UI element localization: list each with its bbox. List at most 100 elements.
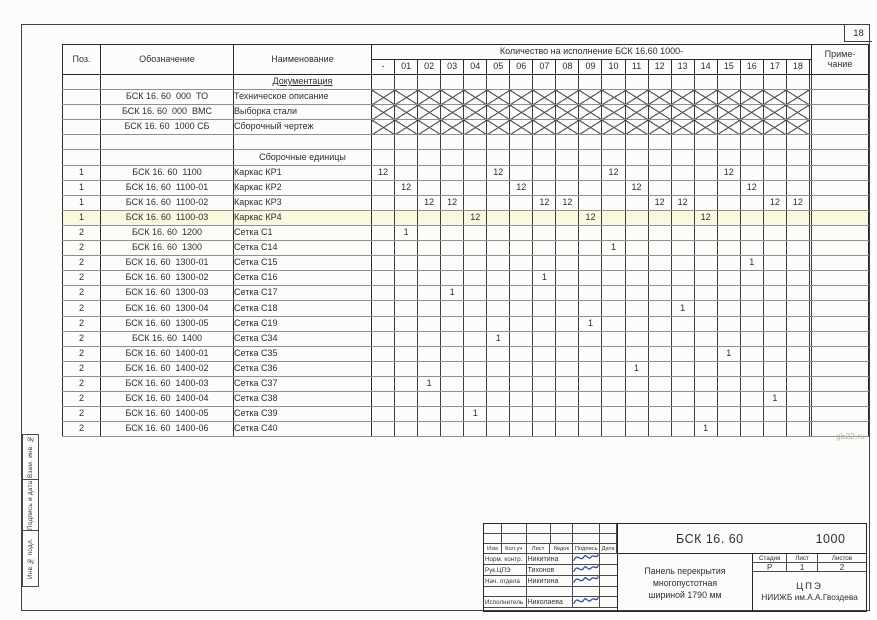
cell-qty <box>486 421 511 438</box>
signgrid-header-cell: №док <box>550 544 574 554</box>
cell-qty: 1 <box>417 376 442 392</box>
cell-name: Сетка С19 <box>233 316 372 332</box>
cell-qty <box>486 316 511 332</box>
cell-qty <box>371 240 396 257</box>
cell-qty <box>763 285 787 302</box>
cell-note <box>811 134 869 151</box>
cell-qty <box>394 285 419 302</box>
cell-qty <box>486 346 511 362</box>
cell-qty <box>717 270 741 287</box>
signgrid-empty-cell <box>484 534 502 544</box>
table-row: 2 БСК 16. 60 1400 Сетка С34 1 <box>62 331 869 347</box>
cell-qty <box>578 421 603 438</box>
cell-qty <box>371 255 396 272</box>
cell-qty: 1 <box>463 406 488 423</box>
cell-qty <box>394 210 419 226</box>
sign-signature-cell <box>573 597 601 608</box>
cell-note <box>811 240 869 257</box>
cell-qty <box>648 74 672 91</box>
cell-qty <box>440 421 465 438</box>
cell-qty <box>555 255 580 272</box>
cell-qty <box>740 119 764 136</box>
signgrid-header-cell: Подпись <box>573 544 601 554</box>
cell-extra <box>809 255 813 272</box>
cell-qty <box>371 300 396 317</box>
cell-note <box>811 165 869 181</box>
cell-pos: 2 <box>62 406 101 423</box>
cell-qty <box>555 240 580 257</box>
cell-qty <box>625 285 649 302</box>
cell-qty: 1 <box>578 316 603 332</box>
cell-qty: 1 <box>486 331 511 347</box>
cell-qty <box>578 270 603 287</box>
cell-qty <box>394 331 419 347</box>
cell-qty <box>555 104 580 121</box>
cell-qty: 1 <box>601 240 626 257</box>
cell-qty <box>578 225 603 242</box>
cell-qty <box>440 361 465 377</box>
cell-qty <box>578 74 603 91</box>
cell-qty <box>648 316 672 332</box>
cell-qty <box>740 376 764 392</box>
sign-name: Никитина <box>526 576 574 587</box>
cell-name: Сетка С17 <box>233 285 372 302</box>
cell-qty <box>509 331 534 347</box>
cell-qty: 12 <box>555 195 580 211</box>
cell-extra <box>809 300 813 317</box>
cell-qty <box>463 89 488 106</box>
cell-qty <box>417 300 442 317</box>
cell-pos: 1 <box>62 195 101 211</box>
cell-qty <box>740 134 764 151</box>
cell-qty <box>671 104 695 121</box>
signgrid-header-cell: Лист <box>526 544 551 554</box>
cell-qty <box>509 391 534 408</box>
cell-qty <box>509 346 534 362</box>
signgrid-data-row: Рук.ЦПЭ Тихонов <box>484 565 617 576</box>
cell-note <box>811 149 869 166</box>
cell-qty <box>694 104 718 121</box>
cell-qty <box>532 89 557 106</box>
cell-qty <box>371 104 396 121</box>
cell-qty <box>394 346 419 362</box>
cell-qty <box>532 165 557 181</box>
sign-name: Никитина <box>526 554 574 565</box>
cell-qty <box>555 225 580 242</box>
cell-qty <box>625 104 649 121</box>
cell-qty <box>671 165 695 181</box>
cell-qty <box>578 180 603 196</box>
cell-qty <box>463 165 488 181</box>
cell-qty: 1 <box>625 361 649 377</box>
cell-designation: БСК 16. 60 1400-02 <box>100 361 234 377</box>
cell-qty <box>417 391 442 408</box>
cell-qty <box>486 195 511 211</box>
cell-extra <box>809 270 813 287</box>
cell-pos <box>62 149 101 166</box>
signgrid-empty-cell <box>501 534 527 544</box>
cell-qty <box>532 149 557 166</box>
cell-qty <box>717 331 741 347</box>
cell-qty <box>578 240 603 257</box>
cell-qty <box>740 149 764 166</box>
table-row: 1 БСК 16. 60 1100-03 Каркас КР4 12 12 12 <box>62 210 869 226</box>
cell-qty <box>555 361 580 377</box>
cell-qty <box>717 240 741 257</box>
cell-designation <box>100 74 234 91</box>
cell-qty <box>601 376 626 392</box>
stage-value-listov: 2 <box>817 563 866 572</box>
cell-qty <box>463 270 488 287</box>
project-title-line: многопустотная <box>652 577 718 588</box>
cell-qty <box>440 74 465 91</box>
cell-qty <box>371 285 396 302</box>
cell-qty <box>671 225 695 242</box>
signgrid-data-row <box>484 587 617 597</box>
cell-qty <box>555 346 580 362</box>
cell-qty <box>763 270 787 287</box>
cell-qty <box>417 316 442 332</box>
cell-qty <box>394 376 419 392</box>
cell-qty <box>394 74 419 91</box>
cell-note <box>811 361 869 377</box>
cell-qty <box>555 300 580 317</box>
cell-qty <box>648 406 672 423</box>
cell-qty <box>648 240 672 257</box>
cell-designation: БСК 16. 60 1300-01 <box>100 255 234 272</box>
